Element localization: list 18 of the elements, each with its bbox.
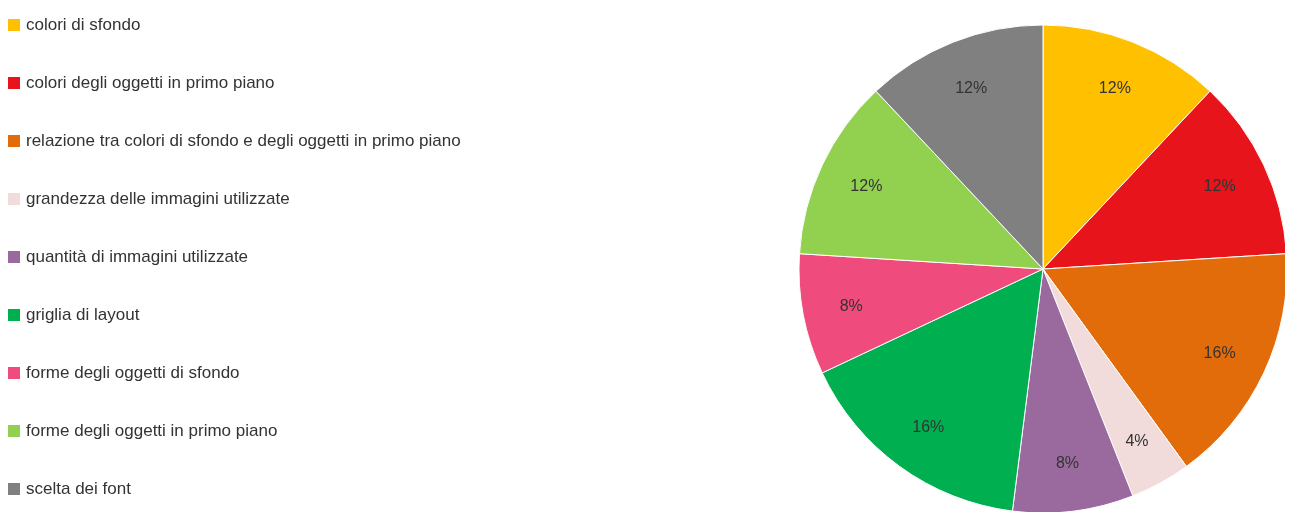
legend-label: griglia di layout [26,305,140,325]
data-label: 12% [850,177,883,195]
legend-label: quantità di immagini utilizzate [26,247,249,267]
data-label: 8% [839,297,863,315]
legend-label: colori di sfondo [26,15,141,35]
data-label: 12% [1098,79,1131,97]
data-label: 12% [955,79,988,97]
data-label: 8% [1055,454,1080,472]
legend-label: relazione tra colori di sfondo e degli oggetti in primo piano [26,131,461,151]
data-label: 4% [1125,431,1149,449]
legend-label: forme degli oggetti in primo piano [26,421,278,441]
data-label: 16% [912,418,945,436]
legend-label: colori degli oggetti in primo piano [26,73,275,93]
data-label: 16% [1203,343,1236,361]
legend-label: scelta dei font [26,479,131,499]
legend-label: grandezza delle immagini utilizzate [26,189,290,209]
legend-label: forme degli oggetti di sfondo [26,363,240,383]
data-label: 12% [1203,177,1236,195]
